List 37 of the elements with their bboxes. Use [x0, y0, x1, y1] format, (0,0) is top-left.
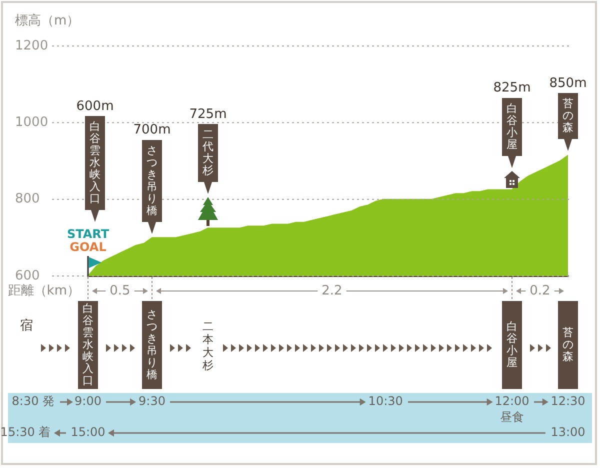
text: 15:30 着 [0, 425, 51, 440]
text: 8:30 発 [12, 394, 55, 408]
annotation: 725m [189, 106, 227, 122]
text: 13:00 [550, 425, 586, 440]
text: 白谷小屋 [506, 320, 518, 369]
text: 二本大杉 [202, 320, 214, 372]
text: 9:30 [138, 394, 166, 408]
y-tick-label: 1200 [15, 38, 48, 54]
y-axis-title: 標高（m） [15, 12, 80, 28]
text: 0.5 [110, 283, 130, 298]
annotation: 白谷小屋 [506, 102, 518, 151]
text: 0.2 [530, 283, 550, 298]
text: 2.2 [322, 283, 342, 298]
text: 白谷雲水峡入口 [82, 302, 94, 387]
x-axis-title: 距離（km） [8, 283, 80, 298]
text: 12:30 [550, 394, 586, 408]
annotation: GOAL [70, 240, 107, 254]
text: 宿 [20, 317, 33, 334]
annotation: 700m [133, 122, 171, 138]
text: さつき吊り橋 [146, 308, 158, 381]
annotation: さつき吊り橋 [146, 144, 158, 217]
annotation: 苔の森 [562, 97, 574, 134]
annotation: 850m [549, 76, 587, 92]
annotation: 825m [493, 80, 531, 96]
text: 15:00 [70, 425, 106, 440]
text: 10:30 [368, 394, 403, 408]
text: 昼食 [500, 410, 524, 424]
annotation: 600m [76, 98, 114, 114]
text: 苔の森 [562, 326, 574, 363]
y-tick-label: 600 [15, 268, 40, 284]
annotation: 白谷雲水峡入口 [89, 120, 101, 205]
y-tick-label: 1000 [15, 115, 48, 130]
text: 12:00 [494, 394, 530, 408]
annotation: START [66, 227, 110, 242]
annotation: 二代大杉 [202, 128, 214, 178]
text: 9:00 [74, 394, 102, 408]
y-tick-label: 800 [15, 192, 40, 207]
